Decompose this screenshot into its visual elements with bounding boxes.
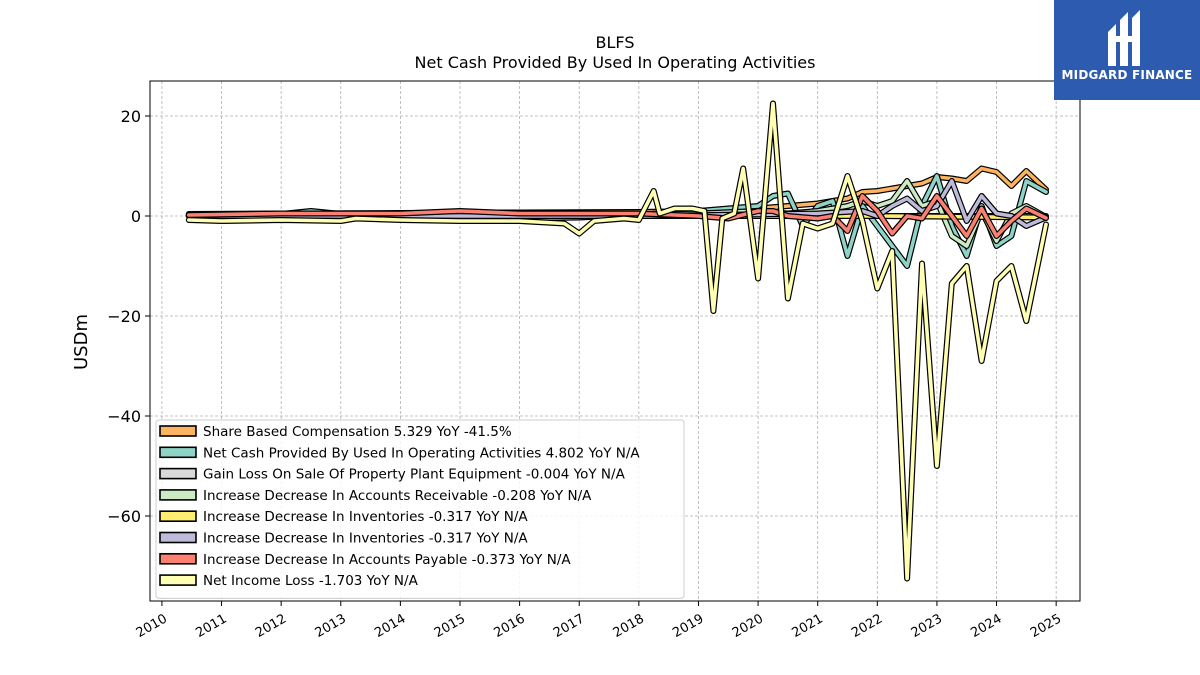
x-tick-label: 2025 [1028, 611, 1064, 641]
x-tick-label: 2012 [253, 611, 289, 641]
legend-swatch [159, 574, 197, 586]
series-group [185, 100, 1049, 582]
chart-subtitle: Net Cash Provided By Used In Operating A… [415, 53, 816, 72]
y-tick-label: 20 [121, 107, 141, 126]
y-tick-label: −40 [107, 407, 141, 426]
legend-swatch [159, 531, 197, 544]
x-tick-label: 2022 [849, 611, 885, 641]
plot-frame [149, 80, 1081, 602]
x-tick-label: 2021 [790, 611, 826, 641]
x-tick-label: 2010 [134, 611, 170, 641]
legend-swatch [159, 489, 197, 501]
legend-swatch [159, 467, 197, 480]
legend-label: Share Based Compensation 5.329 YoY -41.5… [203, 424, 512, 440]
logo-text: MIDGARD FINANCE [1061, 68, 1193, 82]
legend-label: Net Cash Provided By Used In Operating A… [203, 445, 640, 461]
legend-label: Gain Loss On Sale Of Property Plant Equi… [203, 467, 626, 483]
y-tick-label: 0 [131, 207, 141, 226]
x-tick-label: 2024 [968, 611, 1004, 641]
x-tick-label: 2017 [551, 611, 587, 641]
y-tick-label: −60 [107, 507, 141, 526]
x-tick-label: 2013 [313, 611, 349, 641]
legend-label: Net Income Loss -1.703 YoY N/A [203, 573, 419, 589]
legend-swatch [159, 446, 197, 459]
x-tick-label: 2018 [611, 611, 647, 641]
y-axis-label: USDm [71, 314, 92, 370]
legend-box [155, 419, 685, 599]
brand-logo: MIDGARD FINANCE [1054, 0, 1200, 100]
logo-mark-icon [1108, 10, 1140, 66]
x-tick-label: 2014 [372, 611, 408, 641]
legend-swatch [159, 425, 197, 437]
y-tick-label: −20 [107, 307, 141, 326]
x-tick-label: 2020 [730, 611, 766, 641]
legend-label: Increase Decrease In Accounts Receivable… [203, 488, 592, 504]
x-tick-label: 2011 [193, 611, 229, 641]
series-line-7 [187, 101, 1048, 581]
x-tick-label: 2019 [670, 611, 706, 641]
legend-swatch [159, 510, 197, 523]
legend-label: Increase Decrease In Inventories -0.317 … [203, 531, 528, 547]
legend-swatch [159, 552, 197, 565]
x-tick-label: 2015 [432, 611, 468, 641]
legend: Share Based Compensation 5.329 YoY -41.5… [155, 419, 685, 599]
series-line-6 [187, 194, 1048, 238]
chart-title: BLFS [596, 33, 635, 52]
series-line-5 [187, 179, 1048, 228]
x-tick-label: 2023 [909, 611, 945, 641]
legend-label: Increase Decrease In Accounts Payable -0… [203, 552, 571, 568]
x-tick-label: 2016 [491, 611, 527, 641]
legend-label: Increase Decrease In Inventories -0.317 … [203, 509, 528, 525]
